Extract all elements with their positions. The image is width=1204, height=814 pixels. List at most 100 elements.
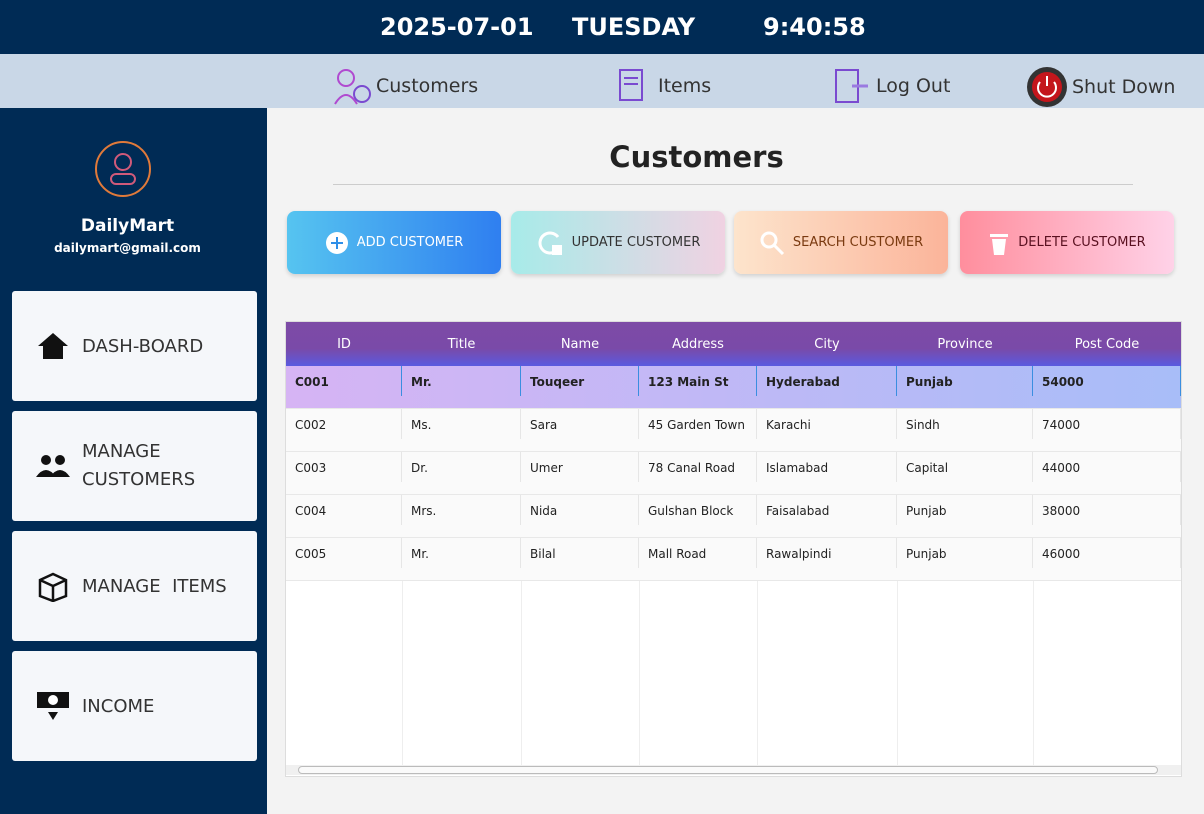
table-cell: 44000: [1033, 452, 1181, 482]
icon: [334, 69, 371, 105]
table-row[interactable]: [286, 495, 1181, 538]
icon: [38, 333, 68, 359]
brand: DailyMart: [80, 216, 175, 236]
table-cell: 74000: [1033, 409, 1181, 439]
column-header[interactable]: Province: [937, 336, 993, 352]
column-header[interactable]: Name: [560, 336, 600, 352]
icon: [835, 69, 868, 103]
button-label: DELETE CUSTOMER: [1018, 235, 1146, 250]
table-cell: C001: [286, 366, 402, 396]
table-cell: Capital: [897, 452, 1033, 482]
email: dailymart@gmail.com: [54, 241, 201, 255]
icon: [619, 69, 643, 101]
search-button[interactable]: SEARCH CUSTOMER: [734, 211, 948, 274]
table-cell: 123 Main St: [639, 366, 757, 396]
time: 9:40:58: [763, 13, 866, 41]
table-cell: 38000: [1033, 495, 1181, 525]
table-cell: C004: [286, 495, 402, 525]
button-label: SEARCH CUSTOMER: [792, 235, 924, 250]
table-row[interactable]: [286, 409, 1181, 452]
nav-bar: Customers Items Log Out Shut Down: [0, 54, 1204, 108]
table-cell: C005: [286, 538, 402, 568]
nav-items[interactable]: Items: [614, 66, 711, 106]
avatar: [95, 141, 151, 197]
column-header[interactable]: Address: [672, 336, 724, 352]
table-cell: Dr.: [402, 452, 521, 482]
table-cell: Mall Road: [639, 538, 757, 568]
menu-item[interactable]: DASH-BOARD: [12, 291, 257, 401]
customer-table: ID Title Name Address City Province Post Code C…: [285, 321, 1182, 777]
table-cell: Ms.: [402, 409, 521, 439]
table-row[interactable]: [286, 538, 1181, 581]
scrollbar: [286, 765, 1181, 775]
table-cell: Nida: [521, 495, 639, 525]
page-title: Customers: [609, 140, 784, 174]
add-button[interactable]: ADD CUSTOMER: [287, 211, 501, 274]
date: 2025-07-01: [380, 13, 534, 41]
icon: [36, 455, 70, 477]
icon: [37, 692, 69, 720]
table-cell: Karachi: [757, 409, 897, 439]
nav-label: Items: [658, 75, 712, 97]
menu-item[interactable]: MANAGE CUSTOMERS: [12, 411, 257, 521]
column-header[interactable]: Title: [447, 336, 476, 352]
column-header[interactable]: ID: [337, 336, 351, 352]
table-cell: Sara: [521, 409, 639, 439]
icon: [990, 233, 1009, 255]
delete-button[interactable]: DELETE CUSTOMER: [960, 211, 1174, 274]
nav-logout[interactable]: Log Out: [832, 66, 950, 106]
nav-label: Shut Down: [1072, 76, 1176, 98]
button-label: ADD CUSTOMER: [356, 235, 464, 250]
menu-item[interactable]: MANAGE ITEMS: [12, 531, 257, 641]
table-header: [286, 322, 1181, 366]
nav-label: Log Out: [876, 75, 951, 97]
table-cell: 78 Canal Road: [639, 452, 757, 482]
table-cell: Mrs.: [402, 495, 521, 525]
nav-customers[interactable]: Customers: [332, 66, 478, 106]
menu-label: MANAGE ITEMS: [82, 575, 227, 597]
table-cell: Faisalabad: [757, 495, 897, 525]
scroll-thumb[interactable]: [298, 766, 1158, 774]
table-row[interactable]: [286, 452, 1181, 495]
sidebar: DailyMart dailymart@gmail.com DASH-BOARD…: [0, 108, 267, 814]
icon: [538, 231, 562, 255]
table-cell: Mr.: [402, 366, 521, 396]
table-cell: Punjab: [897, 495, 1033, 525]
icon: [760, 231, 784, 255]
main: Customers ADD CUSTOMER UPDATE CUSTOMER S…: [267, 108, 1204, 814]
table-cell: 46000: [1033, 538, 1181, 568]
top-bar: 2025-07-01 TUESDAY 9:40:58: [0, 0, 1204, 54]
table-cell: Mr.: [402, 538, 521, 568]
table-cell: C002: [286, 409, 402, 439]
table-cell: Umer: [521, 452, 639, 482]
table-cell: Gulshan Block: [639, 495, 757, 525]
table-cell: Hyderabad: [757, 366, 897, 396]
menu-label: MANAGE CUSTOMERS: [82, 441, 196, 490]
table-cell: Punjab: [897, 366, 1033, 396]
icon: [325, 231, 348, 254]
icon: [38, 572, 68, 602]
icon: [1027, 67, 1067, 107]
nav-label: Customers: [376, 75, 479, 97]
column-header[interactable]: Post Code: [1074, 336, 1140, 352]
table-cell: Rawalpindi: [757, 538, 897, 568]
table-cell: Punjab: [897, 538, 1033, 568]
menu-label: DASH-BOARD: [82, 335, 204, 357]
table-cell: 54000: [1033, 366, 1181, 396]
divider: [333, 184, 1133, 185]
table-cell: Bilal: [521, 538, 639, 568]
menu-item[interactable]: INCOME: [12, 651, 257, 761]
table-cell: Sindh: [897, 409, 1033, 439]
menu-label: INCOME: [82, 695, 155, 717]
button-label: UPDATE CUSTOMER: [571, 235, 701, 250]
table-cell: C003: [286, 452, 402, 482]
table-cell: 45 Garden Town: [639, 409, 757, 439]
nav-shutdown[interactable]: Shut Down: [1026, 66, 1175, 108]
selected-row[interactable]: [286, 366, 1181, 409]
column-header[interactable]: City: [814, 336, 840, 352]
day: TUESDAY: [572, 13, 696, 41]
table-cell: Touqeer: [521, 366, 639, 396]
table-cell: Islamabad: [757, 452, 897, 482]
update-button[interactable]: UPDATE CUSTOMER: [511, 211, 725, 274]
